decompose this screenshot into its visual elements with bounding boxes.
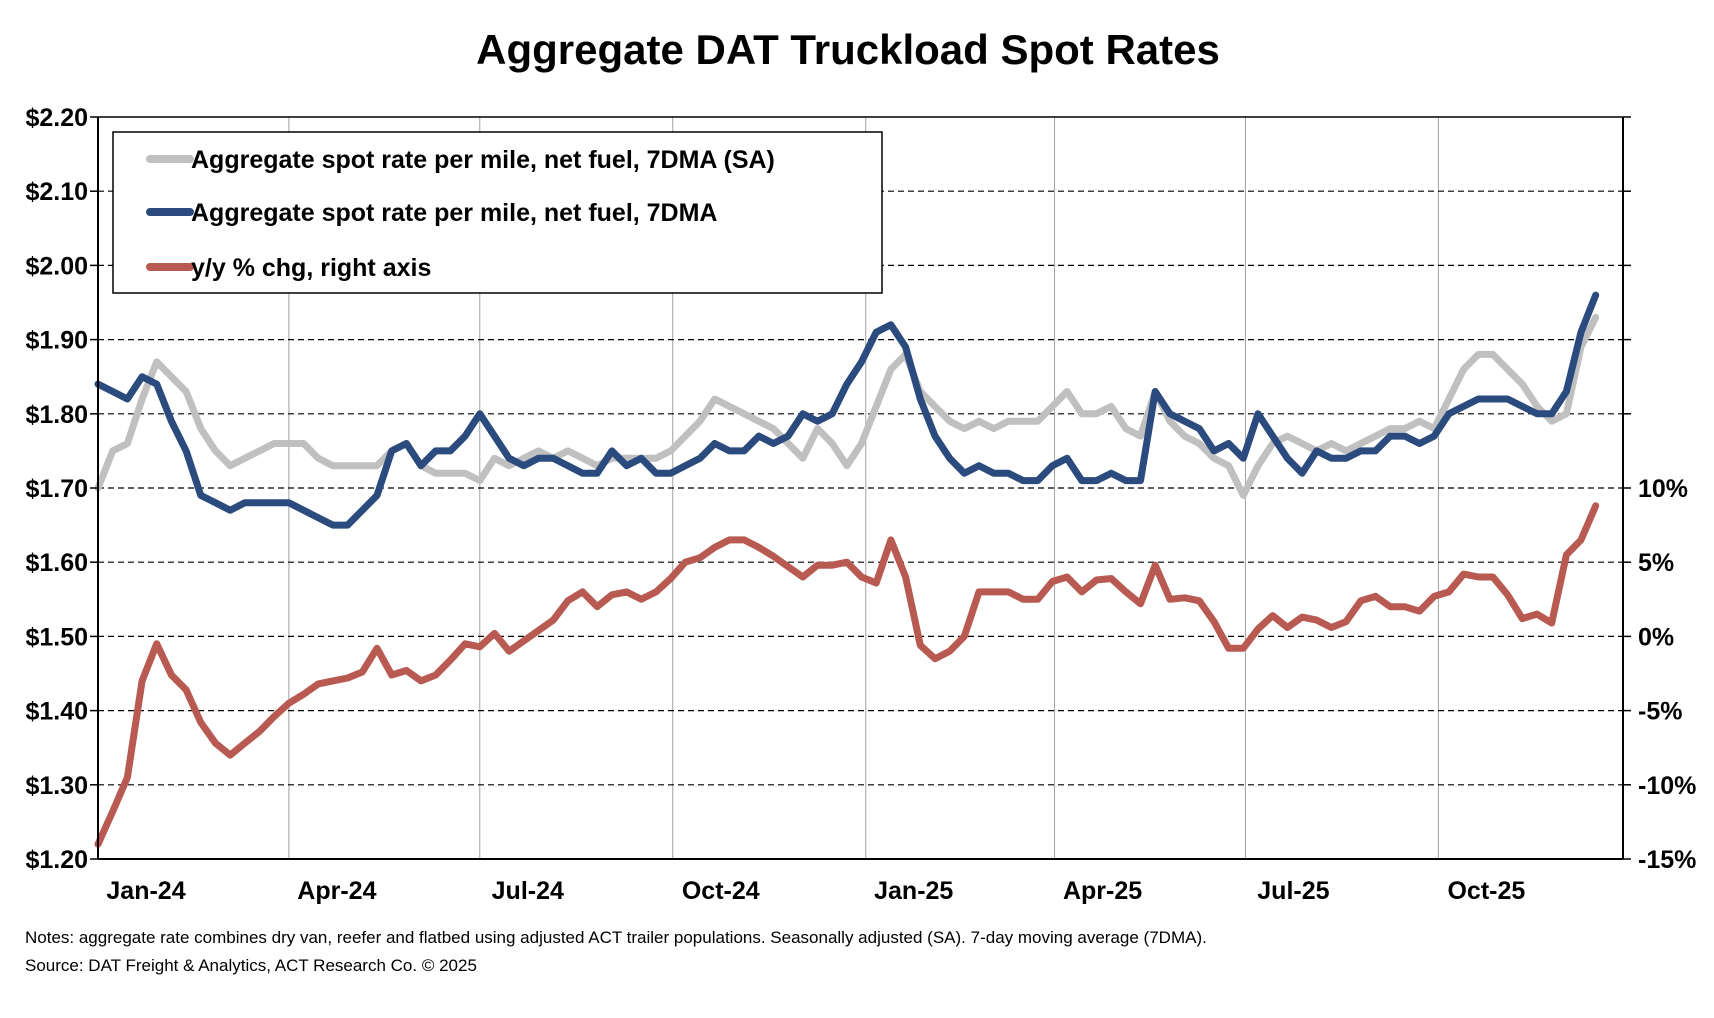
x-tick-label: Oct-25 [1447,877,1525,905]
y-left-tick-label: $1.90 [25,327,88,355]
y-left-tick-label: $1.30 [25,772,88,800]
y-left-tick-label: $1.70 [25,475,88,503]
series-line-7dma [94,291,1600,529]
y-right-tick-label: 10% [1638,475,1688,503]
axes: Jan-24 Apr-24 Jul-24 Oct-24 Jan-25 Apr-25 Jul-… [25,104,1696,905]
y-right-tick-label: -5% [1638,698,1682,726]
y-left-tick-label: $1.50 [25,623,88,651]
x-tick-label: Oct-24 [682,877,760,905]
gridlines [98,117,1623,859]
x-tick-label: Jul-24 [492,877,564,905]
legend-label-sa: Aggregate spot rate per mile, net fuel, … [191,146,775,174]
y-left-tick-label: $2.00 [25,252,88,280]
legend-label-yy: y/y % chg, right axis [191,254,431,282]
legend: Aggregate spot rate per mile, net fuel, … [112,131,883,294]
y-left-tick-label: $1.20 [25,846,88,874]
legend-label-7dma: Aggregate spot rate per mile, net fuel, … [191,199,718,227]
y-right-tick-label: -15% [1638,846,1696,874]
y-left-tick-label: $1.60 [25,549,88,577]
chart-source: Source: DAT Freight & Analytics, ACT Res… [25,956,477,975]
x-tick-label: Jan-24 [106,877,185,905]
chart-title: Aggregate DAT Truckload Spot Rates [476,26,1220,73]
series-line-sa [94,313,1600,499]
x-tick-label: Apr-24 [297,877,376,905]
x-tick-label: Jul-25 [1257,877,1329,905]
y-left-tick-label: $2.20 [25,104,88,132]
legend-box [112,131,883,294]
series-line-yy [94,502,1600,848]
chart-notes: Notes: aggregate rate combines dry van, … [25,928,1207,947]
x-tick-label: Apr-25 [1063,877,1142,905]
y-left-tick-label: $2.10 [25,178,88,206]
series-lines [94,291,1600,848]
y-right-tick-label: 0% [1638,623,1674,651]
x-tick-label: Jan-25 [874,877,953,905]
y-left-tick-label: $1.40 [25,698,88,726]
y-right-tick-label: 5% [1638,549,1674,577]
y-left-tick-label: $1.80 [25,401,88,429]
y-right-tick-label: -10% [1638,772,1696,800]
